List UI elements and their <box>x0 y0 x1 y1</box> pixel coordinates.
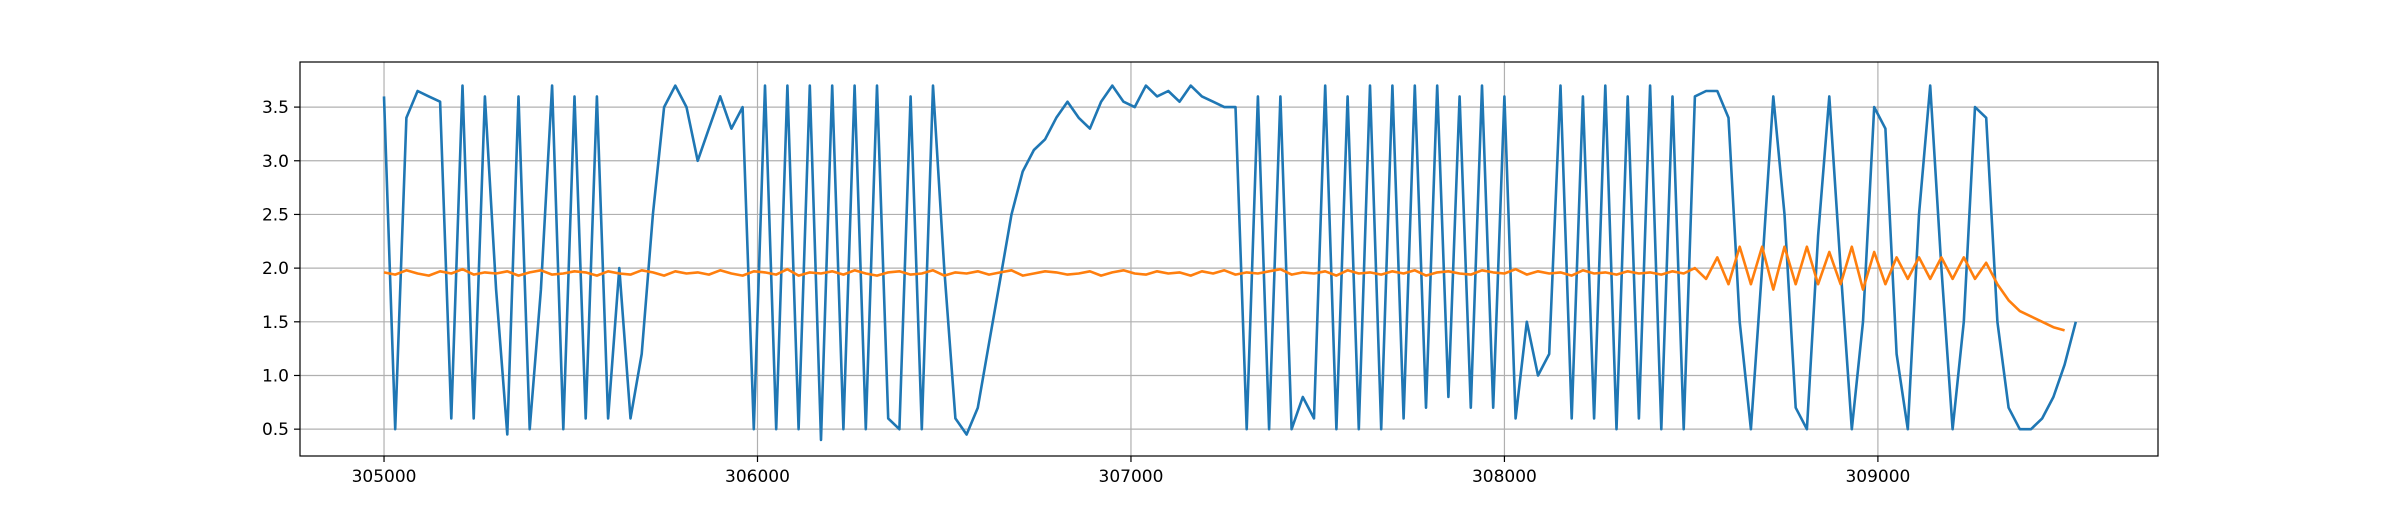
y-tick-label: 3.5 <box>262 98 289 118</box>
series-line <box>382 84 2078 442</box>
y-tick-label: 1.5 <box>262 313 289 333</box>
x-tick-label: 308000 <box>1472 467 1537 487</box>
x-tick-label: 307000 <box>1099 467 1164 487</box>
x-tick-label: 305000 <box>352 467 417 487</box>
y-tick-label: 0.5 <box>262 420 289 440</box>
y-tick-label: 1.0 <box>262 366 289 386</box>
x-tick-label: 306000 <box>725 467 790 487</box>
plot-frame <box>299 61 2159 457</box>
x-tick-label: 309000 <box>1845 467 1910 487</box>
y-tick-label: 2.0 <box>262 259 289 279</box>
series-line <box>383 245 2065 332</box>
y-tick-label: 2.5 <box>262 205 289 225</box>
y-tick-label: 3.0 <box>262 152 289 172</box>
